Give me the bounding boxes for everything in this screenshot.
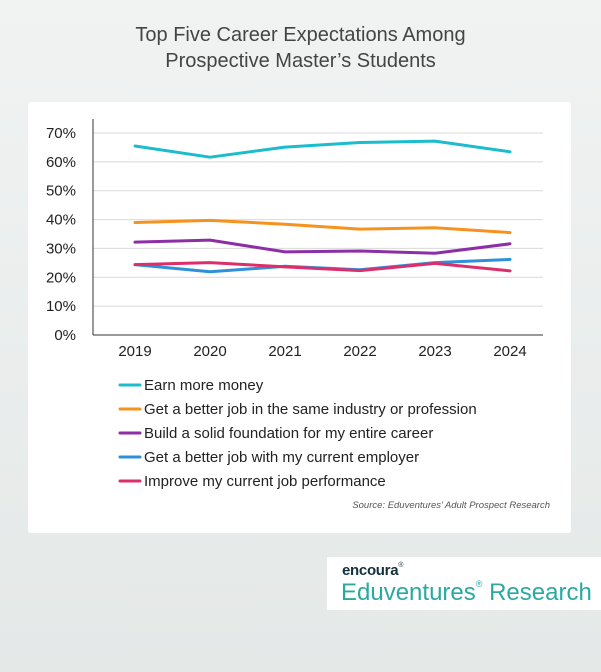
legend-label: Improve my current job performance xyxy=(144,473,386,490)
legend-label: Build a solid foundation for my entire c… xyxy=(144,425,433,442)
encoura-logo: encoura® xyxy=(342,562,404,579)
y-tick-label: 60% xyxy=(46,154,76,171)
x-tick-label: 2019 xyxy=(118,343,151,360)
x-tick-label: 2022 xyxy=(343,343,376,360)
y-tick-label: 70% xyxy=(46,125,76,142)
eduventures-logo: Eduventures® Research xyxy=(341,579,592,606)
legend-label: Get a better job in the same industry or… xyxy=(144,401,477,418)
y-tick-label: 20% xyxy=(46,269,76,286)
y-tick-label: 40% xyxy=(46,212,76,229)
line-chart: 0% 10% 20% 30% 40% 50% 60% 70% 2019 2020 2021 2022 2… xyxy=(46,119,543,490)
series-line-2 xyxy=(133,218,512,235)
chart-title: Top Five Career Expectations Among Prosp… xyxy=(0,22,601,74)
y-tick-label: 0% xyxy=(54,327,76,344)
series-line-1 xyxy=(133,139,512,159)
x-tick-label: 2023 xyxy=(418,343,451,360)
series-line-5 xyxy=(133,261,512,273)
brand-logo: encoura® Eduventures® Research xyxy=(327,557,601,610)
series-line-3 xyxy=(133,238,512,255)
x-tick-label: 2021 xyxy=(268,343,301,360)
x-tick-label: 2020 xyxy=(193,343,226,360)
chart-card: 0% 10% 20% 30% 40% 50% 60% 70% 2019 2020 2021 2022 2… xyxy=(28,102,571,533)
x-tick-label: 2024 xyxy=(493,343,526,360)
chart-title-line-2: Prospective Master’s Students xyxy=(165,50,436,72)
legend-label: Earn more money xyxy=(144,377,264,394)
y-tick-label: 10% xyxy=(46,298,76,315)
chart-title-line-1: Top Five Career Expectations Among xyxy=(135,24,466,46)
legend-label: Get a better job with my current employe… xyxy=(144,449,419,466)
y-tick-label: 30% xyxy=(46,240,76,257)
y-tick-label: 50% xyxy=(46,183,76,200)
source-note: Source: Eduventures’ Adult Prospect Rese… xyxy=(352,500,550,511)
